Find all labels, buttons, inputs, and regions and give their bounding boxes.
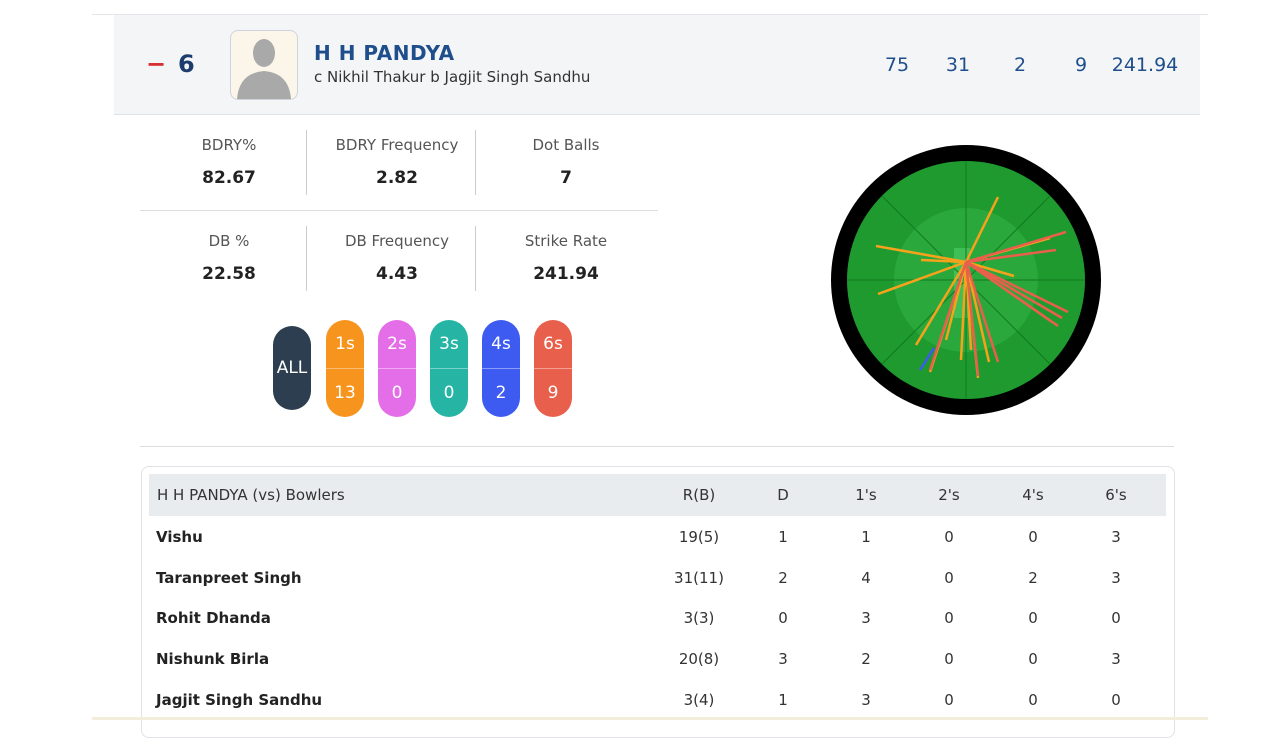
table-cell: 0 <box>778 609 788 628</box>
player-stat: 2 <box>1013 54 1027 76</box>
header-cell: D <box>777 486 789 504</box>
table-cell: 3 <box>1111 568 1121 587</box>
table-cell: 0 <box>944 609 954 628</box>
filter-count: 9 <box>547 383 559 403</box>
metric-label: DB Frequency <box>344 232 450 250</box>
player-stat: 9 <box>1074 54 1088 76</box>
divider <box>475 130 476 195</box>
metric-value: 4.43 <box>376 264 418 284</box>
table-cell: 31(11) <box>674 568 724 587</box>
table-cell: 0 <box>1028 650 1038 669</box>
collapse-toggle[interactable]: − <box>146 50 167 78</box>
header-cell: 6's <box>1105 486 1127 504</box>
table-cell: 3 <box>1111 650 1121 669</box>
table-cell: 3(4) <box>683 690 715 709</box>
table-cell: 0 <box>944 650 954 669</box>
filter-label: 1s <box>326 320 364 369</box>
table-header <box>149 474 1166 516</box>
player-name[interactable]: H H PANDYA <box>314 41 455 65</box>
table-cell: 0 <box>944 528 954 546</box>
table-cell: 1 <box>861 528 871 546</box>
table-cell: 3 <box>1111 528 1121 546</box>
metric-value: 241.94 <box>533 264 599 284</box>
top-border <box>92 0 1208 15</box>
filter-count: 0 <box>443 383 455 403</box>
table-cell: 1 <box>778 528 788 546</box>
filter-label: 2s <box>378 320 416 369</box>
table-cell: 0 <box>1111 690 1121 709</box>
filter-count: 2 <box>495 383 507 403</box>
page: − 6 H H PANDYA c Nikhil Thakur b Jagjit … <box>92 0 1208 738</box>
table-cell: 3 <box>861 690 871 709</box>
bowler-name: Taranpreet Singh <box>156 568 302 587</box>
header-cell: R(B) <box>682 486 716 504</box>
filter-pill[interactable]: 6s 9 <box>534 320 572 417</box>
batting-position: 6 <box>178 50 195 78</box>
section-divider <box>140 446 1174 447</box>
table-cell: 2 <box>861 650 871 669</box>
filter-pill[interactable]: 2s 0 <box>378 320 416 417</box>
metric-label: Strike Rate <box>524 232 608 250</box>
metric-value: 2.82 <box>376 168 418 188</box>
header-cell: 2's <box>938 486 960 504</box>
filter-pill[interactable]: 4s 2 <box>482 320 520 417</box>
bowler-name: Nishunk Birla <box>156 650 270 669</box>
table-cell: 19(5) <box>678 528 720 546</box>
player-stat: 75 <box>884 54 910 76</box>
player-avatar <box>230 30 298 100</box>
filter-count: 0 <box>391 383 403 403</box>
metric-label: BDRY% <box>201 136 257 154</box>
filter-label: 6s <box>534 320 572 369</box>
header-cell: 4's <box>1022 486 1044 504</box>
metric-label: DB % <box>208 232 250 250</box>
divider <box>140 210 658 211</box>
player-stat: 241.94 <box>1111 54 1179 76</box>
filter-label: 3s <box>430 320 468 369</box>
header-cell: 1's <box>855 486 877 504</box>
player-stat: 31 <box>945 54 971 76</box>
table-cell: 0 <box>1028 528 1038 546</box>
bowler-name: Vishu <box>156 528 203 546</box>
divider <box>306 130 307 195</box>
divider <box>306 226 307 291</box>
table-cell: 20(8) <box>678 650 720 669</box>
header-cell: H H PANDYA (vs) Bowlers <box>157 486 345 504</box>
table-cell: 0 <box>944 568 954 587</box>
metric-value: 82.67 <box>202 168 256 188</box>
wagon-wheel <box>831 145 1101 415</box>
metric-value: 22.58 <box>202 264 256 284</box>
divider <box>475 226 476 291</box>
dismissal: c Nikhil Thakur b Jagjit Singh Sandhu <box>314 68 591 86</box>
metric-value: 7 <box>560 168 572 188</box>
bowler-name: Rohit Dhanda <box>156 609 271 628</box>
table-cell: 3 <box>861 609 871 628</box>
filter-pill[interactable]: 1s 13 <box>326 320 364 417</box>
table-cell: 2 <box>1028 568 1038 587</box>
table-cell: 2 <box>778 568 788 587</box>
filter-label: 4s <box>482 320 520 369</box>
metric-label: BDRY Frequency <box>335 136 459 154</box>
table-cell: 0 <box>1028 609 1038 628</box>
table-cell: 0 <box>944 690 954 709</box>
table-cell: 0 <box>1028 690 1038 709</box>
bowler-name: Jagjit Singh Sandhu <box>156 690 323 709</box>
avatar-silhouette <box>237 39 291 99</box>
table-cell: 3 <box>778 650 788 669</box>
metric-label: Dot Balls <box>532 136 600 154</box>
bottom-border <box>92 717 1208 720</box>
table-cell: 3(3) <box>683 609 715 628</box>
filter-count: 13 <box>334 383 356 403</box>
filter-pill[interactable]: 3s 0 <box>430 320 468 417</box>
table-cell: 0 <box>1111 609 1121 628</box>
table-cell: 1 <box>778 690 788 709</box>
table-cell: 4 <box>861 568 871 587</box>
filter-pill[interactable]: ALL <box>273 326 311 410</box>
